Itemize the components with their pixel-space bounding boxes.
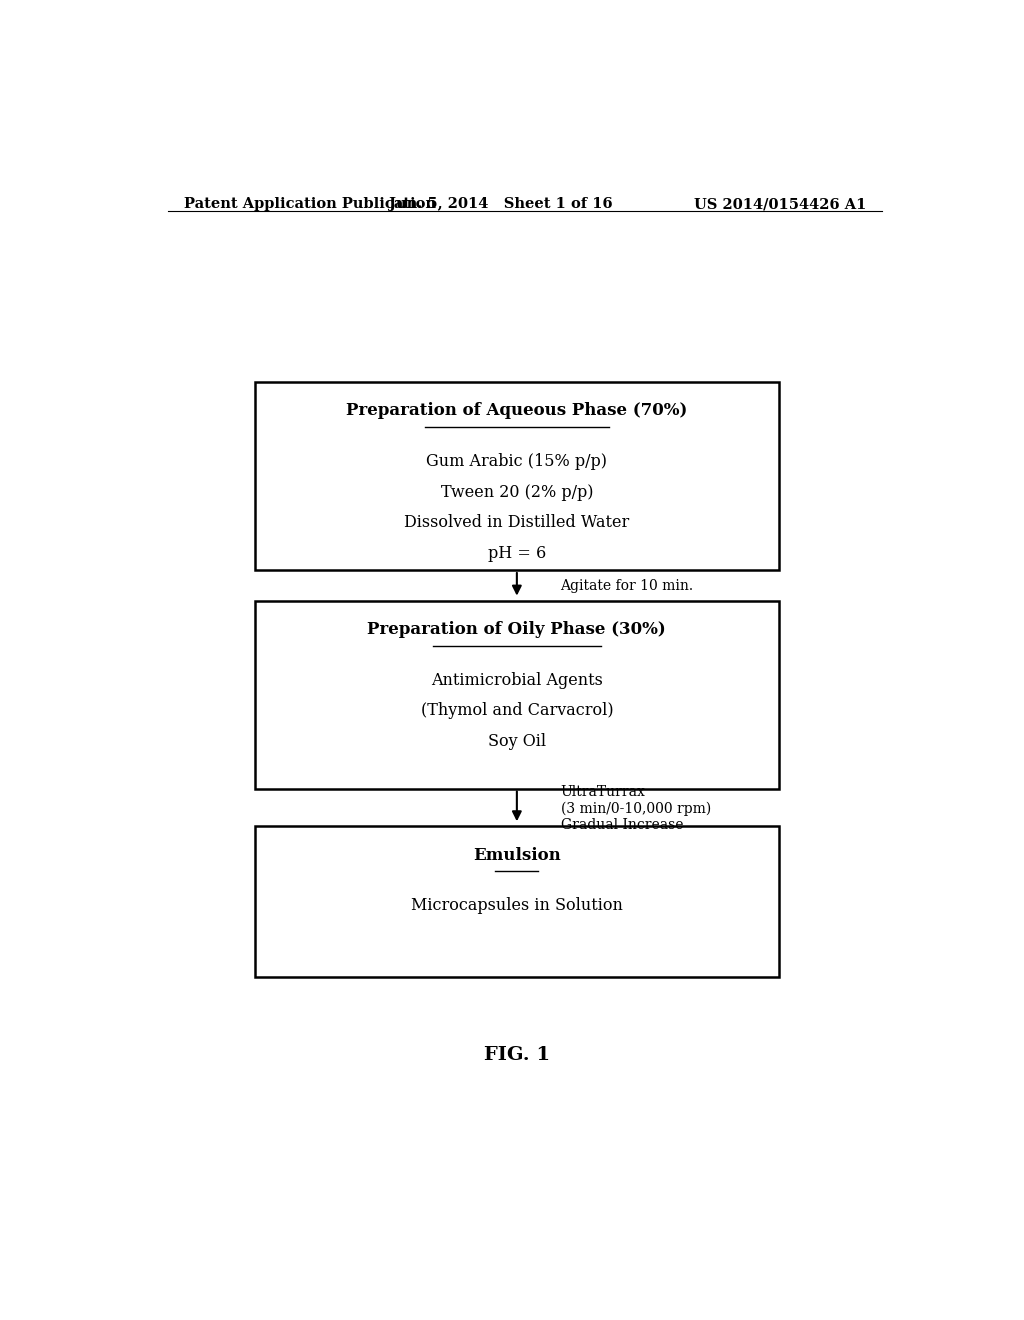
Text: Gum Arabic (15% p/p): Gum Arabic (15% p/p) <box>426 453 607 470</box>
Text: Jun. 5, 2014   Sheet 1 of 16: Jun. 5, 2014 Sheet 1 of 16 <box>389 197 612 211</box>
Text: Antimicrobial Agents: Antimicrobial Agents <box>431 672 603 689</box>
Text: Emulsion: Emulsion <box>473 846 561 863</box>
FancyBboxPatch shape <box>255 381 779 570</box>
Text: US 2014/0154426 A1: US 2014/0154426 A1 <box>693 197 866 211</box>
Text: Agitate for 10 min.: Agitate for 10 min. <box>560 579 693 593</box>
Text: (Thymol and Carvacrol): (Thymol and Carvacrol) <box>421 702 613 719</box>
Text: Preparation of Oily Phase (30%): Preparation of Oily Phase (30%) <box>368 620 667 638</box>
Text: pH = 6: pH = 6 <box>487 545 546 561</box>
Text: FIG. 1: FIG. 1 <box>483 1045 550 1064</box>
Text: Soy Oil: Soy Oil <box>487 733 546 750</box>
Text: Preparation of Aqueous Phase (70%): Preparation of Aqueous Phase (70%) <box>346 403 687 420</box>
FancyBboxPatch shape <box>255 826 779 977</box>
Text: Patent Application Publication: Patent Application Publication <box>183 197 435 211</box>
FancyBboxPatch shape <box>255 601 779 788</box>
Text: Dissolved in Distilled Water: Dissolved in Distilled Water <box>404 515 630 531</box>
Text: UltraTurrax
(3 min/0-10,000 rpm)
Gradual Increase: UltraTurrax (3 min/0-10,000 rpm) Gradual… <box>560 785 711 833</box>
Text: Microcapsules in Solution: Microcapsules in Solution <box>411 898 623 915</box>
Text: Tween 20 (2% p/p): Tween 20 (2% p/p) <box>440 483 593 500</box>
